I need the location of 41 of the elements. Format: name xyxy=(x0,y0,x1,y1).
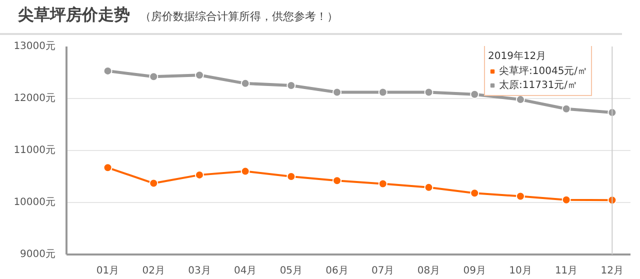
x-tick-label: 05月 xyxy=(280,266,303,276)
point xyxy=(470,188,480,198)
y-tick-label: 13000元 xyxy=(14,41,56,52)
point xyxy=(470,90,480,99)
point xyxy=(378,88,388,97)
x-tick-label: 04月 xyxy=(234,266,257,276)
point xyxy=(286,81,296,90)
chart-title: 尖草坪房价走势 xyxy=(18,5,130,24)
x-tick-label: 12月 xyxy=(600,266,624,276)
y-tick-label: 10000元 xyxy=(14,197,56,208)
point xyxy=(562,104,571,114)
legend-label: 尖草坪:10045元/㎡ xyxy=(499,64,588,78)
legend-title: 2019年12月 xyxy=(488,50,548,63)
point xyxy=(332,88,342,97)
point xyxy=(516,192,525,201)
x-tick-label: 06月 xyxy=(326,266,348,276)
point xyxy=(149,178,158,188)
chart-subtitle: （房价数据综合计算所得，供您参考！） xyxy=(140,10,338,23)
x-tick-label: 07月 xyxy=(372,266,394,276)
x-tick-label: 09月 xyxy=(463,266,486,276)
point xyxy=(286,172,296,181)
point xyxy=(562,195,571,204)
y-tick-label: 12000元 xyxy=(14,93,56,104)
x-tick-label: 11月 xyxy=(554,266,578,276)
y-tick-label: 11000元 xyxy=(14,145,56,156)
point xyxy=(149,72,158,82)
point xyxy=(103,163,112,172)
point xyxy=(378,179,388,188)
point xyxy=(194,70,204,80)
x-tick-label: 03月 xyxy=(188,266,211,276)
x-tick-label: 02月 xyxy=(142,266,165,276)
x-tick-label: 01月 xyxy=(96,266,120,276)
point xyxy=(240,166,250,176)
x-tick-label: 08月 xyxy=(417,266,440,276)
point xyxy=(424,88,434,97)
point xyxy=(240,78,250,88)
y-tick-label: 9000元 xyxy=(20,249,56,260)
point xyxy=(424,182,434,192)
point xyxy=(332,176,342,186)
x-tick-label: 10月 xyxy=(509,266,532,276)
legend-label: 太原:11731元/㎡ xyxy=(499,78,578,92)
